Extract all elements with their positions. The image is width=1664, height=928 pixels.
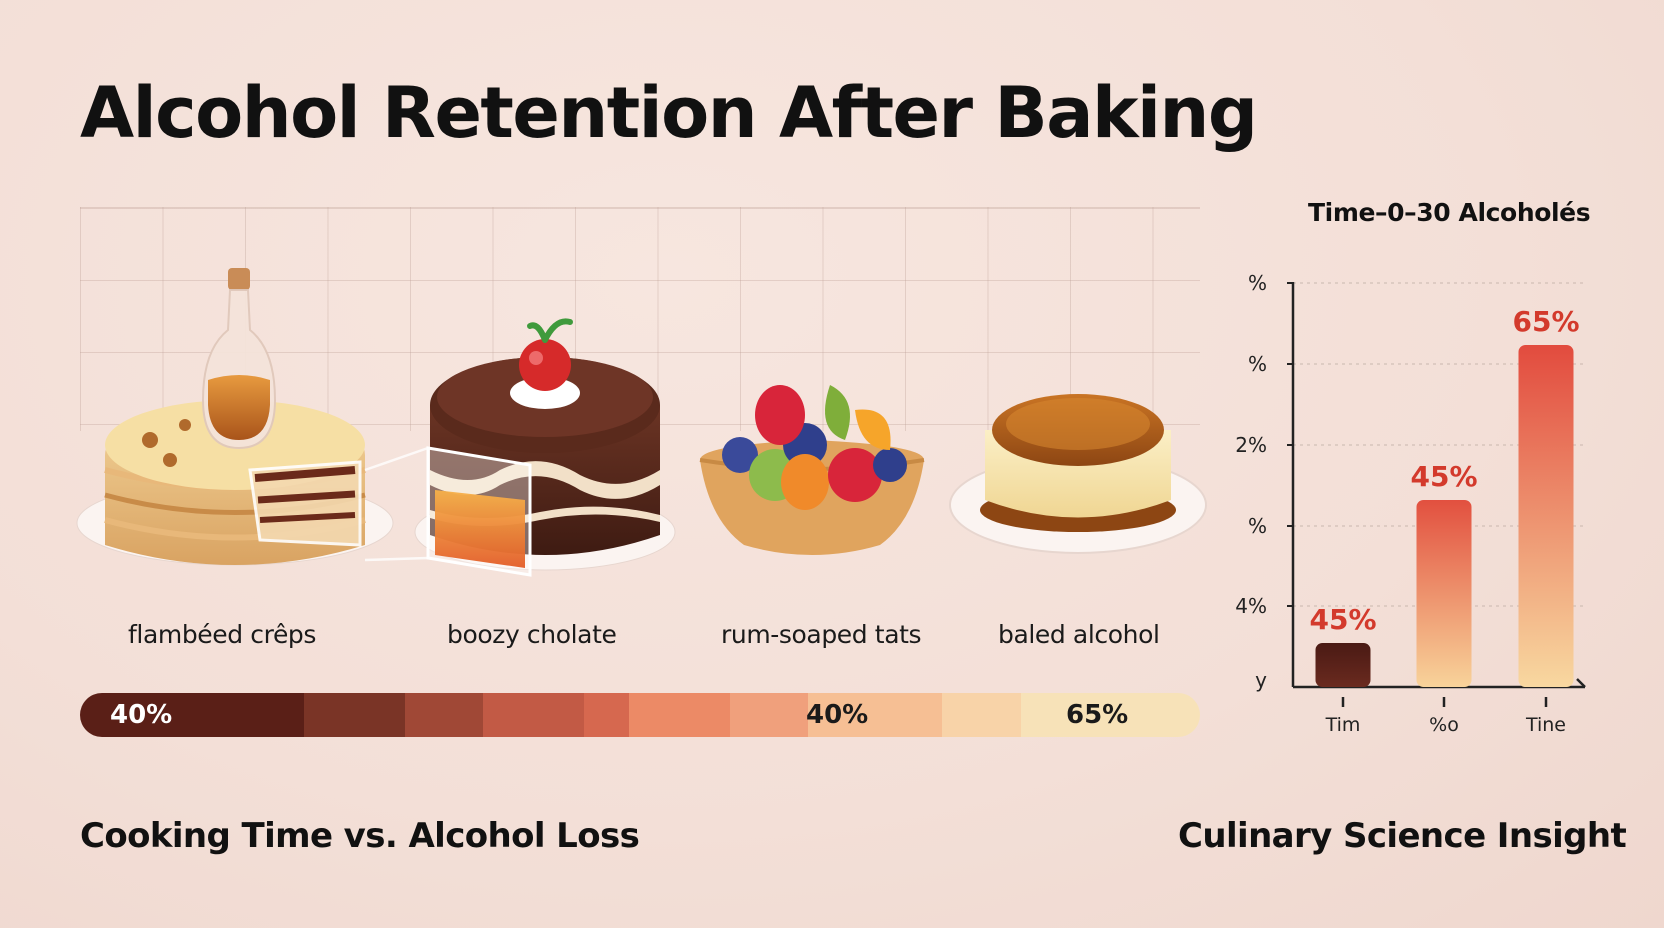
bar [1315,643,1371,687]
footer-left-caption: Cooking Time vs. Alcohol Loss [80,816,640,856]
dessert-label-baked: baled alcohol [998,620,1160,649]
x-tick-label: Tine [1525,714,1566,736]
dessert-label-crepes: flambéed crêps [128,620,317,649]
scale-segment [483,693,584,737]
y-tick-label: 2% [1235,433,1267,457]
y-tick-label: % [1248,352,1267,376]
y-tick-label: % [1248,271,1267,295]
dessert-label-tarts: rum-soaped tats [721,620,922,649]
retention-scale-bar [80,693,1200,737]
x-tick-label: Tim [1325,714,1361,736]
y-tick-label: y [1255,668,1267,692]
scale-segment [404,693,484,737]
scale-label-high: 65% [1066,700,1129,730]
page-title: Alcohol Retention After Baking [80,72,1258,154]
scale-segment [729,693,808,737]
scale-segment [942,693,1021,737]
bar-value-label: 45% [1309,603,1376,636]
y-tick-label: 4% [1235,594,1267,618]
y-tick-label: % [1248,514,1267,538]
scale-segment [807,693,943,737]
bar [1416,500,1472,687]
x-axis-arrow [1576,678,1586,688]
scale-segment [628,693,730,737]
scale-label-mid: 40% [806,700,869,730]
bar [1518,345,1574,687]
dessert-label-chocolate: boozy cholate [447,620,617,649]
scale-segment [583,693,629,737]
scale-segment [1020,693,1200,737]
scale-segment [80,693,304,737]
bar-value-label: 65% [1512,305,1579,338]
footer-right-caption: Culinary Science Insight [1178,816,1627,856]
scale-label-low: 40% [110,700,173,730]
bar-value-label: 45% [1410,460,1477,493]
chart-title: Time–0–30 Alcoholés [1308,198,1591,227]
scale-segment [304,693,405,737]
x-tick-label: %o [1429,714,1459,736]
